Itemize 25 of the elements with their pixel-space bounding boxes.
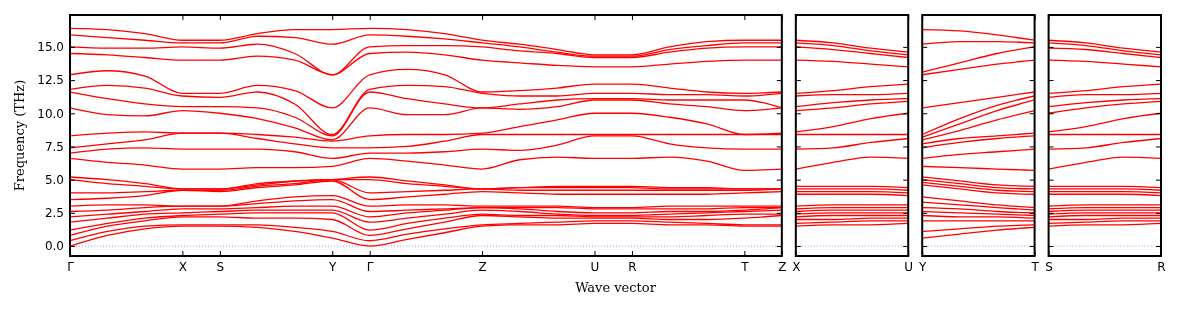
x-tick-label: Γ: [366, 259, 374, 274]
x-tick-label: Z: [478, 259, 487, 274]
y-tick-label: 10.0: [37, 106, 64, 121]
x-tick-label: X: [792, 259, 801, 274]
x-tick-label: T: [740, 259, 750, 274]
y-tick-label: 2.5: [44, 206, 64, 221]
x-tick-label: Z: [778, 259, 787, 274]
y-axis-title: Frequency (THz): [12, 79, 27, 192]
x-tick-label: T: [1030, 259, 1040, 274]
x-axis-title: Wave vector: [575, 280, 657, 295]
y-tick-label: 7.5: [44, 139, 64, 154]
y-tick-label: 0.0: [44, 239, 64, 254]
y-tick-label: 5.0: [44, 172, 64, 187]
x-tick-label: S: [216, 259, 225, 274]
x-tick-label: U: [904, 259, 914, 274]
x-tick-label: S: [1045, 259, 1053, 274]
y-tick-label: 15.0: [37, 40, 64, 55]
y-tick-label: 12.5: [37, 73, 64, 88]
x-tick-label: X: [178, 259, 188, 274]
x-tick-label: Y: [328, 259, 338, 274]
x-tick-label: R: [1157, 259, 1166, 274]
x-tick-label: Y: [918, 259, 928, 274]
x-tick-label: R: [628, 259, 637, 274]
x-tick-label: Γ: [67, 259, 75, 274]
x-tick-label: U: [590, 259, 600, 274]
